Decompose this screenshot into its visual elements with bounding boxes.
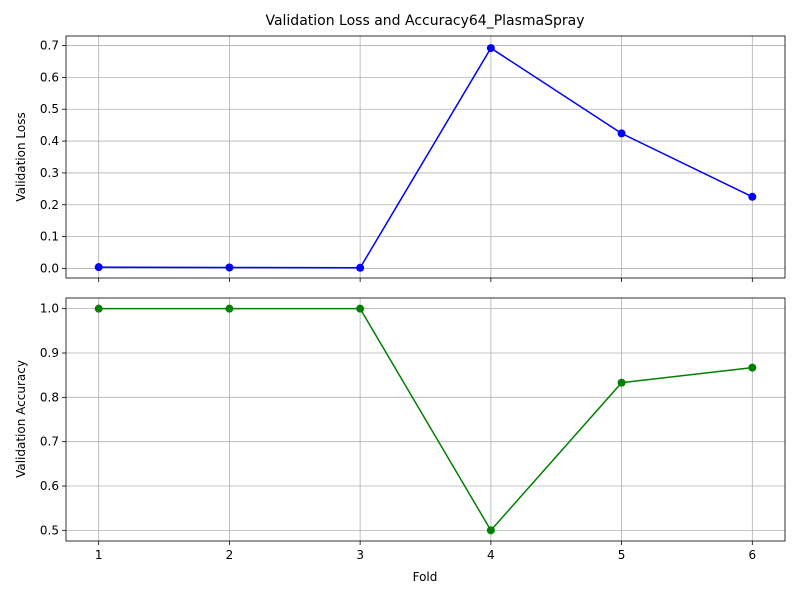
y-tick-label: 0.8 [40, 390, 59, 404]
y-tick-label: 0.5 [40, 523, 59, 537]
series-accuracy [94, 304, 757, 535]
chart-title: Validation Loss and Accuracy64_PlasmaSpr… [265, 13, 584, 29]
ylabel-loss: Validation Loss [14, 112, 28, 201]
y-tick-label: 0.7 [40, 435, 59, 449]
ylabel-accuracy: Validation Accuracy [14, 360, 28, 478]
y-tick-label: 0.6 [40, 70, 59, 84]
data-point-loss [94, 263, 103, 272]
data-point-loss [748, 192, 757, 201]
series-loss [94, 44, 757, 272]
grid-loss [66, 36, 785, 278]
series-line-accuracy [98, 307, 753, 532]
y-ticks-loss: 0.0 0.1 0.2 0.3 0.4 0.5 0.6 0.7 [40, 39, 66, 275]
y-tick-label: 0.5 [40, 102, 59, 116]
x-ticks-loss [98, 278, 753, 282]
data-point-accuracy [94, 304, 103, 313]
y-tick-label: 0.6 [40, 479, 59, 493]
y-tick-label: 0.1 [40, 230, 59, 244]
y-tick-label: 0.3 [40, 166, 59, 180]
y-tick-label: 0.0 [40, 261, 59, 275]
y-ticks-accuracy: 0.5 0.6 0.7 0.8 0.9 1.0 [40, 302, 66, 537]
data-point-loss [617, 129, 626, 138]
y-tick-label: 0.7 [40, 39, 59, 53]
y-tick-label: 0.4 [40, 134, 59, 148]
data-point-loss [225, 263, 234, 272]
frame-loss [65, 35, 786, 279]
x-tick-label: 6 [748, 548, 756, 562]
x-ticks-accuracy: 1 2 3 4 5 6 [95, 541, 756, 562]
data-point-accuracy [486, 526, 495, 535]
series-line-loss [98, 47, 753, 269]
subplot-loss: 0.0 0.1 0.2 0.3 0.4 0.5 0.6 0.7 Validation Loss [14, 35, 786, 282]
y-tick-label: 0.2 [40, 198, 59, 212]
data-point-accuracy [356, 304, 365, 313]
frame-accuracy [65, 297, 786, 542]
y-tick-label: 0.9 [40, 346, 59, 360]
subplot-accuracy: 0.5 0.6 0.7 0.8 0.9 1.0 1 2 3 4 5 6 Validation Acc… [14, 297, 786, 562]
x-tick-label: 2 [226, 548, 234, 562]
y-tick-label: 1.0 [40, 302, 59, 316]
x-tick-label: 4 [487, 548, 495, 562]
data-point-loss [486, 44, 495, 53]
data-point-accuracy [225, 304, 234, 313]
xlabel: Fold [413, 570, 438, 584]
x-tick-label: 1 [95, 548, 103, 562]
x-tick-label: 3 [356, 548, 364, 562]
data-point-loss [356, 263, 365, 272]
x-tick-label: 5 [618, 548, 626, 562]
data-point-accuracy [748, 363, 757, 372]
data-point-accuracy [617, 378, 626, 387]
